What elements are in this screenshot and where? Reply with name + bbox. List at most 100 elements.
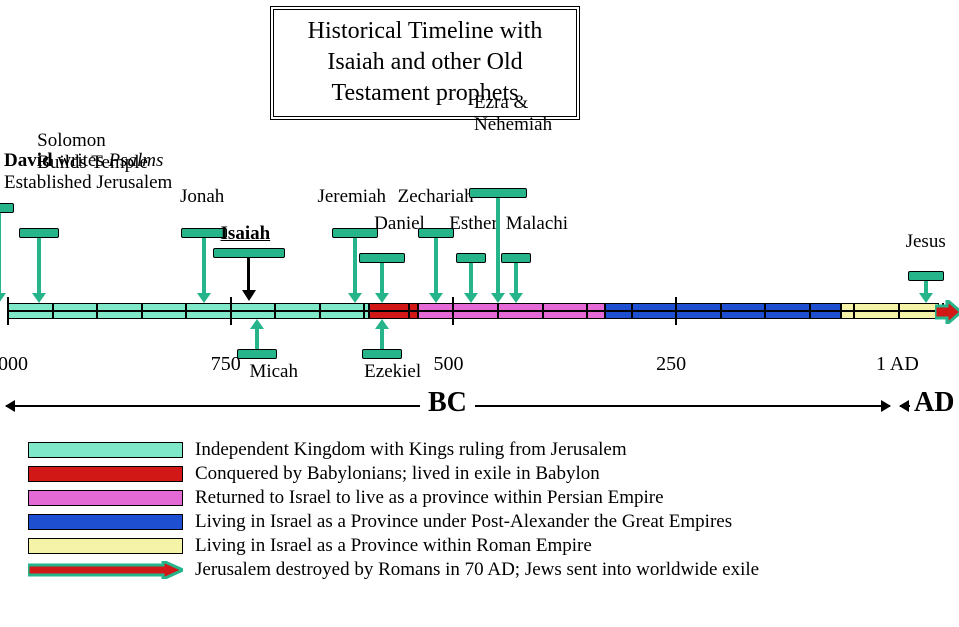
minor-tick xyxy=(631,303,633,319)
marker-stem xyxy=(353,238,357,293)
marker-ezekiel: Ezekiel xyxy=(362,319,402,359)
title-line-1: Historical Timeline with xyxy=(284,16,566,47)
marker-stem xyxy=(202,238,206,293)
major-tick xyxy=(230,297,232,325)
marker-stem xyxy=(380,329,384,349)
tick-label-750: 750 xyxy=(211,353,241,376)
minor-tick xyxy=(408,303,410,319)
legend-text: Living in Israel as a Province under Pos… xyxy=(195,511,732,533)
tick-label-1ad: 1 AD xyxy=(876,353,919,376)
minor-tick xyxy=(898,303,900,319)
legend-text: Returned to Israel to live as a province… xyxy=(195,487,664,509)
legend-row-4: Living in Israel as a Province within Ro… xyxy=(28,534,759,558)
minor-tick xyxy=(319,303,321,319)
marker-micah: Micah xyxy=(237,319,277,359)
ad-label: AD xyxy=(910,387,958,419)
bc-label: BC xyxy=(420,387,475,419)
marker-label-ezekiel: Ezekiel xyxy=(364,361,421,383)
marker-zechariah: Zechariah xyxy=(418,228,454,303)
minor-tick xyxy=(809,303,811,319)
marker-bar xyxy=(213,248,285,258)
marker-stem xyxy=(434,238,438,293)
marker-stem xyxy=(380,263,384,293)
marker-bar xyxy=(362,349,402,359)
destruction-arrow-icon xyxy=(935,300,959,329)
minor-tick xyxy=(853,303,855,319)
tick-label-500: 500 xyxy=(433,353,463,376)
marker-stem xyxy=(924,281,928,293)
marker-malachi: Malachi xyxy=(501,253,531,303)
legend-arrow-icon xyxy=(28,561,183,579)
legend-row-5: Jerusalem destroyed by Romans in 70 AD; … xyxy=(28,558,759,582)
marker-label-solomon: SolomonBuilds Temple xyxy=(37,130,148,174)
minor-tick xyxy=(274,303,276,319)
minor-tick xyxy=(720,303,722,319)
legend-swatch xyxy=(28,466,183,482)
marker-stem xyxy=(255,329,259,349)
minor-tick xyxy=(497,303,499,319)
major-tick xyxy=(675,297,677,325)
marker-bar xyxy=(469,188,527,198)
minor-tick xyxy=(141,303,143,319)
legend-text: Jerusalem destroyed by Romans in 70 AD; … xyxy=(195,559,759,581)
marker-daniel: Daniel xyxy=(359,253,405,303)
marker-stem xyxy=(514,263,518,293)
marker-stem xyxy=(37,238,41,293)
marker-label-ezra: Ezra &Nehemiah xyxy=(474,92,552,136)
legend-row-2: Returned to Israel to live as a province… xyxy=(28,486,759,510)
arrow-head-icon xyxy=(375,293,389,303)
marker-stem xyxy=(496,198,500,293)
marker-solomon: SolomonBuilds Temple xyxy=(19,228,59,303)
marker-stem xyxy=(0,213,1,293)
marker-label-jeremiah: Jeremiah xyxy=(317,186,386,208)
legend-swatch xyxy=(28,538,183,554)
isaiah-arrow-stem xyxy=(247,258,250,290)
arrow-head-icon xyxy=(919,293,933,303)
legend-text: Living in Israel as a Province within Ro… xyxy=(195,535,592,557)
marker-isaiah: Isaiah xyxy=(213,248,285,301)
minor-tick xyxy=(586,303,588,319)
title-line-2: Isaiah and other Old xyxy=(284,47,566,78)
legend-swatch xyxy=(28,490,183,506)
legend-row-3: Living in Israel as a Province under Pos… xyxy=(28,510,759,534)
marker-bar xyxy=(908,271,944,281)
marker-bar xyxy=(418,228,454,238)
legend-swatch xyxy=(28,442,183,458)
marker-label-malachi: Malachi xyxy=(506,213,568,235)
marker-label-isaiah: Isaiah xyxy=(221,223,271,245)
isaiah-arrow-head-icon xyxy=(242,290,256,301)
arrow-head-icon xyxy=(32,293,46,303)
legend-swatch xyxy=(28,514,183,530)
arrow-head-icon xyxy=(509,293,523,303)
marker-label-jesus: Jesus xyxy=(906,231,946,253)
tick-label-1000: 1000 xyxy=(0,353,28,376)
marker-label-jonah: Jonah xyxy=(180,186,224,208)
minor-tick xyxy=(363,303,365,319)
legend-row-1: Conquered by Babylonians; lived in exile… xyxy=(28,462,759,486)
minor-tick xyxy=(542,303,544,319)
marker-bar xyxy=(0,203,14,213)
marker-bar xyxy=(359,253,405,263)
minor-tick xyxy=(96,303,98,319)
tick-label-250: 250 xyxy=(656,353,686,376)
marker-jesus: Jesus xyxy=(908,271,944,303)
marker-bar xyxy=(332,228,378,238)
minor-tick xyxy=(52,303,54,319)
marker-bar xyxy=(237,349,277,359)
marker-label-zechariah: Zechariah xyxy=(398,186,474,208)
arrow-head-icon xyxy=(375,319,389,329)
legend-row-0: Independent Kingdom with Kings ruling fr… xyxy=(28,438,759,462)
arrow-head-icon xyxy=(250,319,264,329)
arrow-head-icon xyxy=(429,293,443,303)
axis-line xyxy=(8,310,959,312)
legend: Independent Kingdom with Kings ruling fr… xyxy=(28,438,759,582)
legend-text: Independent Kingdom with Kings ruling fr… xyxy=(195,439,627,461)
marker-david xyxy=(0,203,14,303)
marker-bar xyxy=(501,253,531,263)
marker-bar xyxy=(19,228,59,238)
minor-tick xyxy=(764,303,766,319)
marker-label-micah: Micah xyxy=(249,361,298,383)
arrow-head-icon xyxy=(197,293,211,303)
arrow-head-icon xyxy=(0,293,6,303)
legend-text: Conquered by Babylonians; lived in exile… xyxy=(195,463,600,485)
